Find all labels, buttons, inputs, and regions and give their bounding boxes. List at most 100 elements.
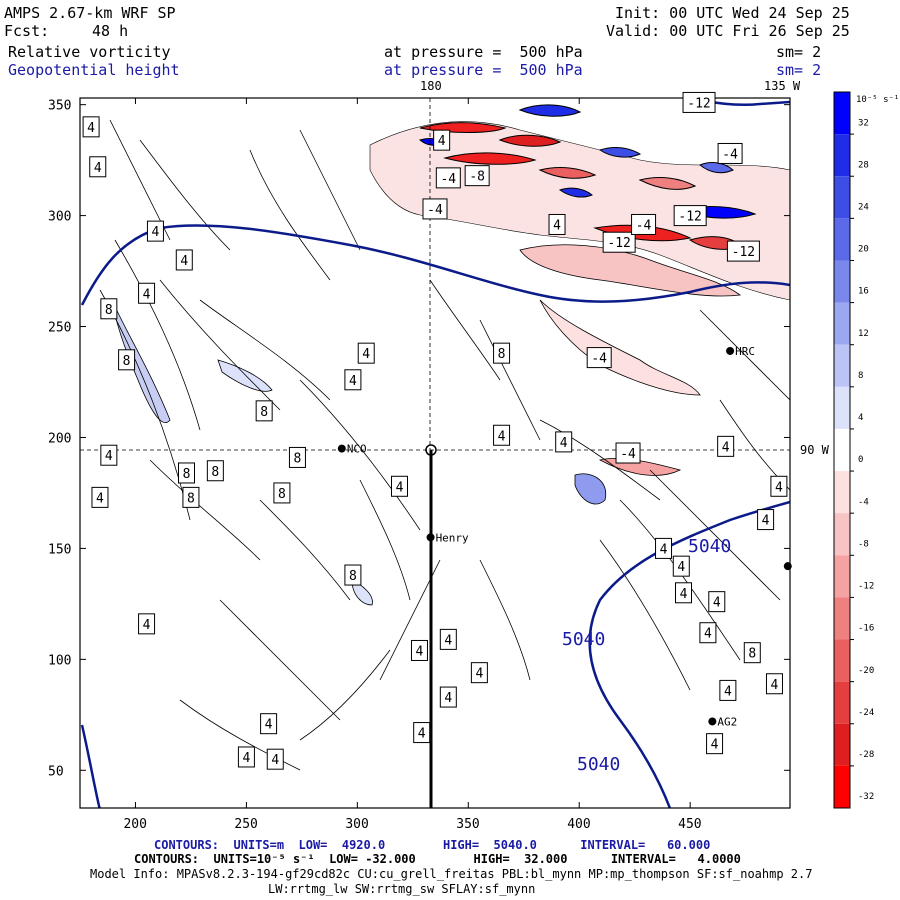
contour-label-box [266, 748, 284, 770]
contour-label-box [100, 298, 118, 320]
contour-label-text: 4 [94, 161, 102, 176]
contour-label-box [175, 249, 193, 271]
station-label: Henry [436, 531, 469, 544]
contour-label: -4 [615, 442, 641, 464]
colorbar-segment [834, 92, 850, 135]
contour-label: 4 [699, 622, 717, 644]
contour-label-text: 4 [711, 738, 719, 753]
contour-label-text: 4 [762, 514, 770, 529]
contour-label-box [178, 462, 195, 484]
contour-label-text: 8 [294, 451, 302, 466]
model-info-cont: LW:rrtmg_lw SW:rrtmg_sw SFLAY:sf_mynn [268, 882, 536, 896]
contour-label-box [743, 642, 761, 664]
contour-label: 4 [470, 662, 488, 684]
contour-label: 4 [757, 509, 775, 531]
contour-label-text: 8 [278, 487, 286, 502]
contour-label: 4 [410, 639, 428, 661]
strong-negative-vorticity [538, 167, 597, 179]
contour-label: 4 [433, 129, 451, 151]
contour-label: 4 [146, 220, 164, 242]
contour-label-box [439, 628, 457, 650]
contour-label-text: -4 [722, 147, 738, 162]
colorbar-tick-label: 20 [858, 245, 869, 255]
station-marker [337, 444, 346, 453]
colorbar-segment [834, 134, 850, 177]
y-tick-label: 300 [48, 210, 71, 225]
field2-smoothing: sm= 2 [776, 61, 822, 79]
contour-label-box [422, 198, 448, 220]
colorbar-segment [834, 513, 850, 556]
height-contour-info: CONTOURS: UNITS=m LOW= 4920.0 HIGH= 5040… [154, 838, 711, 852]
contour-label-box [435, 167, 461, 189]
contour-label-text: -12 [732, 245, 755, 260]
colorbar-tick-label: -4 [858, 497, 869, 507]
x-tick-label: 250 [234, 817, 257, 832]
colorbar-segment [834, 428, 850, 472]
contour-label-text: 4 [438, 134, 446, 149]
contour-label-box [726, 240, 760, 262]
strong-negative-vorticity [443, 152, 537, 165]
station-label: HRC [735, 345, 755, 358]
contour-label-box [439, 686, 457, 708]
contour-label-box [255, 400, 273, 422]
contour-label-text: 4 [152, 225, 160, 240]
colorbar-segment [834, 218, 850, 261]
colorbar-tick-label: 4 [858, 413, 863, 423]
contour-label-box [260, 713, 278, 735]
contour-label-text: 4 [713, 596, 721, 611]
contour-label: 4 [439, 686, 457, 708]
contour-label: -4 [422, 198, 448, 220]
contour-label-box [344, 564, 362, 586]
contour-label-text: 8 [498, 347, 506, 362]
colorbar-segment [834, 555, 850, 598]
colorbar-tick-label: -20 [858, 666, 874, 676]
contour-label-text: 4 [105, 449, 113, 464]
contour-label-text: -4 [427, 203, 443, 218]
y-tick-label: 50 [48, 764, 64, 779]
contour-label-box [765, 673, 783, 695]
contour-label-box [717, 142, 743, 164]
colorbar: 32 28 24 20 16 12 8 4 0 -4 -8 -12 -16 -20 -24 -28 -32 10⁻… [833, 91, 899, 809]
colorbar-segment [834, 386, 850, 429]
colorbar-segment [834, 302, 850, 345]
colorbar-segment [834, 176, 850, 219]
colorbar-frame [833, 91, 851, 809]
colorbar-tick-label: -32 [858, 792, 874, 802]
contour-label-box [206, 460, 224, 482]
x-tick-label: 350 [456, 817, 479, 832]
station-marker [708, 717, 717, 726]
contour-label-text: 8 [349, 569, 357, 584]
contour-label: 8 [182, 486, 200, 508]
positive-vorticity-patch [217, 359, 273, 392]
contour-label-box [682, 91, 716, 113]
contour-label-box [410, 639, 428, 661]
y-tick-label: 350 [48, 99, 71, 114]
contour-label-box [182, 486, 200, 508]
contour-label-text: 8 [187, 491, 195, 506]
contour-label-text: 4 [704, 627, 712, 642]
lon-label-135w: 135 W [764, 79, 801, 93]
colorbar-segment [834, 597, 850, 640]
contour-label-text: 4 [96, 491, 104, 506]
contour-label-box [237, 746, 255, 768]
contour-label-box [602, 231, 636, 253]
colorbar-tick-label: -12 [858, 582, 874, 592]
contour-label-text: 4 [416, 644, 424, 659]
contour-label: -12 [726, 240, 760, 262]
contour-label-box [586, 347, 612, 369]
contour-label-text: 8 [260, 405, 268, 420]
crosshair-center [425, 444, 437, 456]
colorbar-tick-label: 24 [858, 203, 869, 213]
field1-name: Relative vorticity [8, 43, 171, 61]
contour-label-text: 4 [265, 718, 273, 733]
contour-label: 4 [91, 486, 109, 508]
y-tick-label: 100 [48, 653, 71, 668]
init-time: Init: 00 UTC Wed 24 Sep 25 [615, 4, 850, 22]
positive-vorticity-patch [574, 473, 607, 505]
contour-label-text: 4 [475, 667, 483, 682]
y-tick-label: 200 [48, 431, 71, 446]
stations: HRC NCO Henry AG2 [337, 345, 792, 728]
contour-label-text: 4 [775, 480, 783, 495]
contour-label-text: 4 [87, 121, 95, 136]
